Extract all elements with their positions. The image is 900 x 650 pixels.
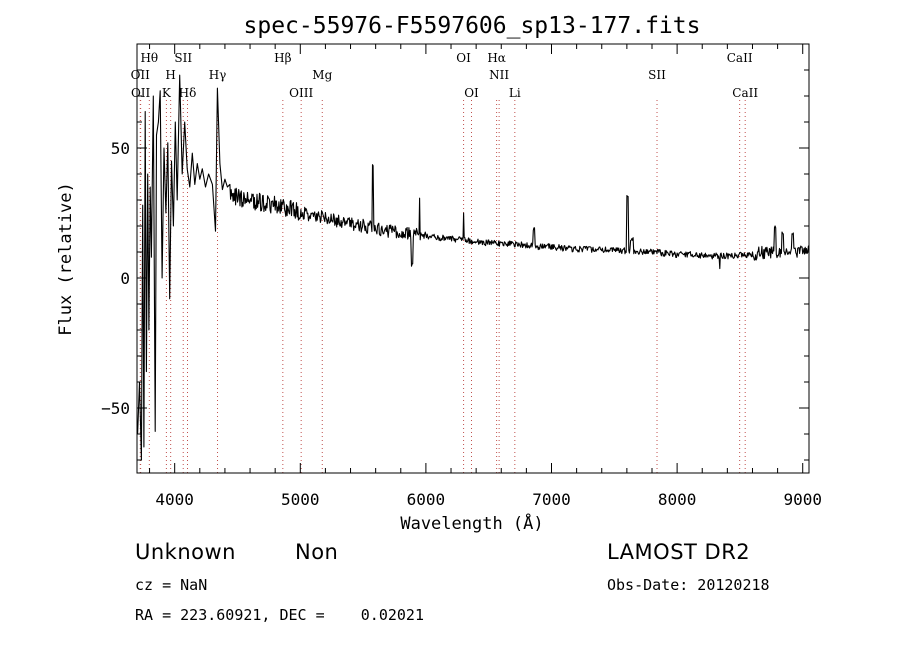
line-label: Hγ [209,68,227,82]
spectrum-series [137,74,810,461]
x-tick-label: 9000 [783,490,822,509]
line-label: Hβ [274,51,291,65]
line-label: K [162,86,172,100]
line-label: OII [131,68,151,82]
line-label: Hδ [179,86,197,100]
line-label: Mg [312,68,332,82]
line-label: OI [464,86,479,100]
line-label: OII [131,86,151,100]
x-axis-label: Wavelength (Å) [400,512,543,534]
x-tick-label: 7000 [532,490,571,509]
spectrum-line [137,74,810,461]
observation-date: Obs-Date: 20120218 [607,576,770,594]
line-label: Li [509,86,521,100]
ra-dec-coordinates: RA = 223.60921, DEC = 0.02021 [135,606,424,624]
x-tick-label: 5000 [281,490,320,509]
line-label: CaII [732,86,758,100]
y-tick-label: 0 [120,269,130,288]
axis-ticks: 4000 5000 6000 7000 8000 9000 −50 0 50 [101,44,822,509]
line-label: H [165,68,175,82]
line-label: SII [648,68,666,82]
y-axis-label: Flux (relative) [56,182,76,336]
spectrum-chart: spec-55976-F5597606_sp13-177.fits Hθ OII O… [56,13,822,534]
line-label: SII [174,51,192,65]
survey-name: LAMOST DR2 [607,540,751,564]
line-label: Hα [487,51,506,65]
y-tick-label: −50 [101,399,130,418]
object-subclass: Non [295,540,339,564]
line-label: CaII [727,51,753,65]
x-tick-label: 6000 [407,490,446,509]
y-tick-label: 50 [111,139,130,158]
chart-title: spec-55976-F5597606_sp13-177.fits [244,13,701,39]
object-class: Unknown [135,540,236,564]
line-label: OIII [289,86,313,100]
x-tick-label: 8000 [658,490,697,509]
line-label: OI [456,51,471,65]
redshift-cz: cz = NaN [135,576,208,594]
plot-frame [136,43,810,474]
line-label: Hθ [140,51,158,65]
x-tick-label: 4000 [155,490,194,509]
line-label: NII [489,68,509,82]
